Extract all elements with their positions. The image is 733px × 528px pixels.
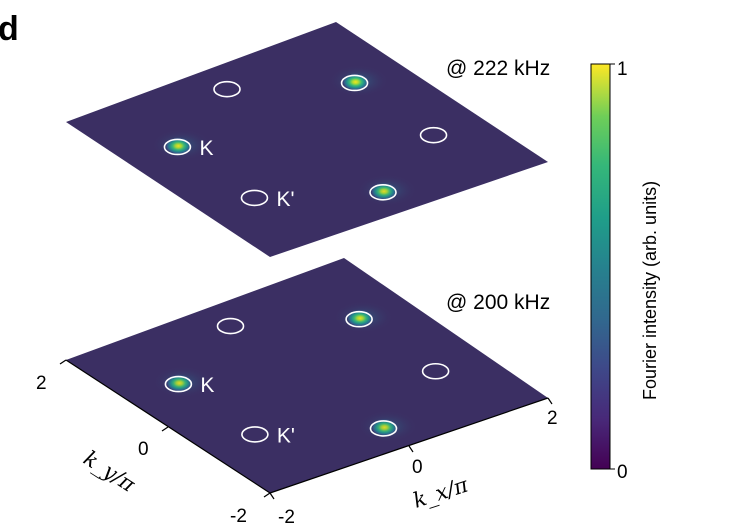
- k-point-marker: [164, 375, 193, 393]
- valley-label-k: K: [199, 137, 213, 160]
- kprime-point-marker: [419, 126, 448, 144]
- panel-letter: d: [0, 10, 19, 48]
- ky-tick-2: [59, 359, 67, 365]
- ky-tick-neg2: [263, 492, 271, 498]
- kx-tick-label-0: 0: [412, 457, 423, 478]
- colorbar-tick-label-0: 0: [617, 462, 628, 483]
- valley-label-kprime: K': [276, 188, 294, 211]
- k-point-marker: [369, 184, 397, 201]
- kx-tick-label-2: 2: [547, 408, 558, 429]
- k-space-plane: [66, 258, 548, 493]
- panel-222khz: K K': [66, 22, 548, 257]
- kprime-point-marker: [213, 80, 241, 98]
- ky-tick-label-neg2: -2: [230, 506, 247, 527]
- colorbar-tick-label-1: 1: [617, 59, 628, 80]
- kx-axis-line: [269, 397, 549, 494]
- k-point-marker: [345, 310, 373, 328]
- frequency-label-200khz: @ 200 kHz: [446, 291, 550, 314]
- k-point-marker: [163, 138, 192, 156]
- ky-tick-label-0: 0: [138, 439, 149, 460]
- ky-tick-0: [161, 426, 169, 432]
- ky-axis-label: k_y/π: [79, 446, 140, 497]
- valley-label-k: K: [200, 374, 214, 397]
- ky-tick-label-2: 2: [36, 373, 47, 394]
- kx-tick-label-neg2: -2: [278, 507, 295, 528]
- colorbar-gradient: [590, 63, 611, 470]
- frequency-label-222khz: @ 222 kHz: [446, 57, 550, 80]
- kx-axis-label: k_x/π: [410, 472, 472, 512]
- ky-axis-line: [65, 359, 271, 494]
- kprime-point-marker: [421, 362, 450, 380]
- k-point-marker: [340, 74, 369, 92]
- colorbar: 1 0 Fourier intensity (arb. units): [590, 59, 660, 483]
- panel-200khz: K K': [66, 258, 548, 493]
- k-space-plane: [66, 22, 548, 257]
- kx-tick-2: [547, 397, 553, 405]
- kprime-point-marker: [240, 189, 269, 207]
- valley-label-kprime: K': [277, 424, 295, 447]
- kx-tick-0: [408, 445, 414, 453]
- kprime-point-marker: [241, 426, 269, 443]
- k-point-marker: [369, 420, 398, 437]
- kprime-point-marker: [216, 317, 245, 335]
- kx-tick-neg2: [269, 492, 275, 500]
- colorbar-label: Fourier intensity (arb. units): [640, 181, 660, 400]
